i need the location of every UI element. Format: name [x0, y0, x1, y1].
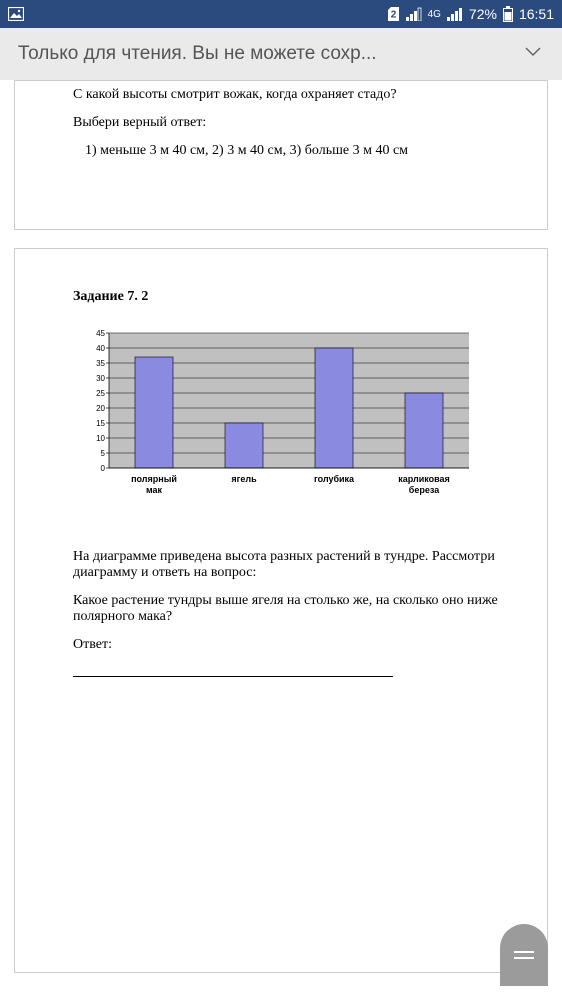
- svg-text:40: 40: [96, 344, 105, 353]
- svg-text:25: 25: [96, 389, 105, 398]
- svg-text:5: 5: [101, 449, 106, 458]
- battery-label: 72%: [469, 6, 497, 22]
- svg-text:30: 30: [96, 374, 105, 383]
- svg-text:45: 45: [96, 329, 105, 338]
- answer-label: Ответ:: [73, 637, 499, 653]
- svg-text:голубика: голубика: [314, 474, 355, 484]
- svg-text:35: 35: [96, 359, 105, 368]
- svg-text:20: 20: [96, 404, 105, 413]
- menu-icon: [514, 957, 534, 959]
- picture-icon: [8, 7, 24, 21]
- svg-text:карликовая: карликовая: [398, 474, 450, 484]
- app-header: Только для чтения. Вы не можете сохр...: [0, 28, 562, 80]
- bar-chart: 45 40 35 30 25 20 15 10 5 0 полярныймак ягель голуби…: [73, 325, 499, 525]
- svg-text:полярный: полярный: [131, 474, 177, 484]
- svg-text:2: 2: [390, 10, 396, 21]
- svg-text:0: 0: [101, 464, 106, 473]
- chevron-down-icon[interactable]: [522, 40, 544, 68]
- paragraph-1: На диаграмме приведена высота разных рас…: [73, 549, 499, 581]
- signal2-icon: [447, 7, 463, 21]
- signal-icon: [406, 7, 422, 21]
- time-label: 16:51: [519, 6, 554, 22]
- header-title: Только для чтения. Вы не можете сохр...: [18, 43, 377, 65]
- status-right: 2 4G 72% 16:51: [387, 6, 554, 22]
- battery-icon: [503, 6, 513, 22]
- sim-icon: 2: [387, 6, 400, 22]
- task-title: Задание 7. 2: [73, 289, 499, 305]
- page-1: С какой высоты смотрит вожак, когда охра…: [14, 80, 548, 230]
- paragraph-2: Какое растение тундры выше ягеля на стол…: [73, 593, 499, 625]
- status-bar: 2 4G 72% 16:51: [0, 0, 562, 28]
- svg-text:15: 15: [96, 419, 105, 428]
- question-text: С какой высоты смотрит вожак, когда охра…: [73, 87, 499, 103]
- options-text: 1) меньше 3 м 40 см, 2) 3 м 40 см, 3) бо…: [73, 143, 499, 159]
- menu-fab[interactable]: [500, 924, 548, 986]
- svg-text:10: 10: [96, 434, 105, 443]
- answer-line: [73, 661, 393, 677]
- svg-text:ягель: ягель: [231, 474, 257, 484]
- content-area[interactable]: С какой высоты смотрит вожак, когда охра…: [0, 80, 562, 1000]
- svg-text:мак: мак: [146, 485, 163, 495]
- network-label: 4G: [428, 9, 441, 20]
- choose-text: Выбери верный ответ:: [73, 115, 499, 131]
- status-left: [8, 7, 24, 21]
- page-2: Задание 7. 2 45 40 35 30 25 20 15 10 5 0 полярныйм…: [14, 248, 548, 973]
- menu-icon: [514, 951, 534, 953]
- svg-text:береза: береза: [409, 485, 440, 495]
